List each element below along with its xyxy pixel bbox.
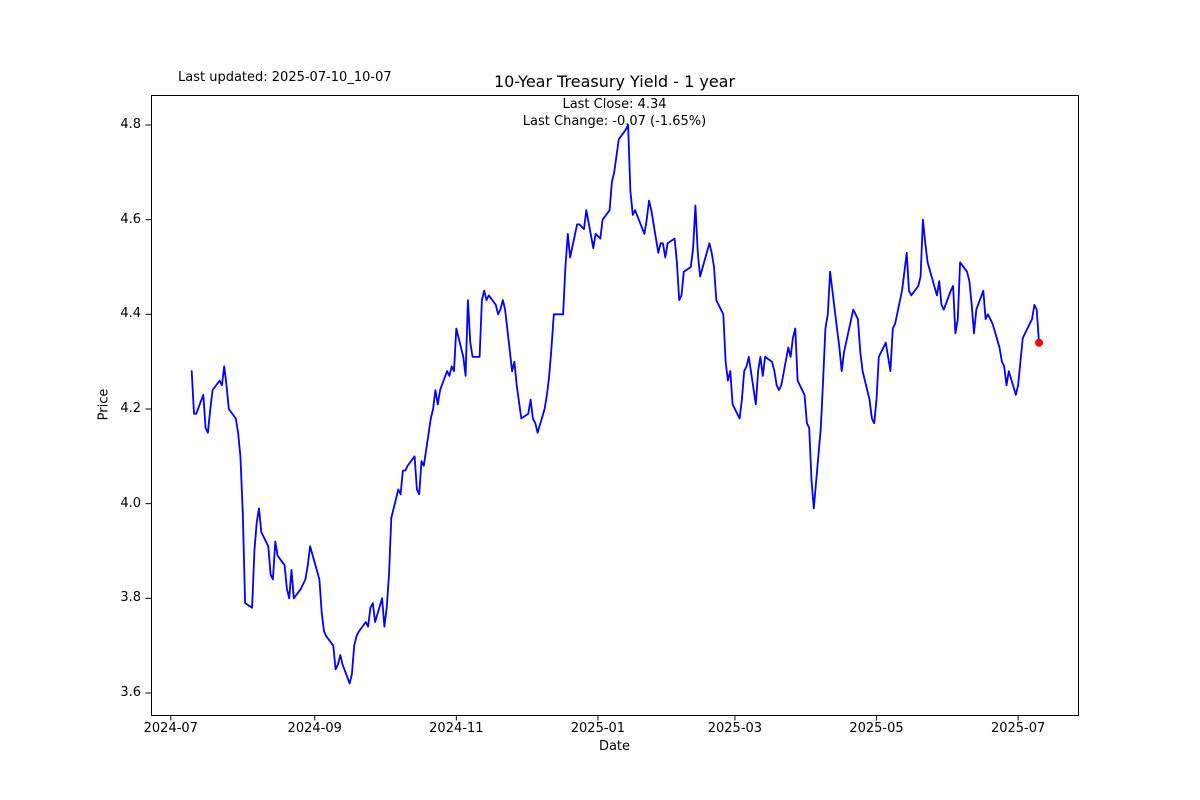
y-tick-label: 4.8 <box>120 117 141 132</box>
last-change-annotation: Last Change: -0.07 (-1.65%) <box>522 114 707 129</box>
chart-title: 10-Year Treasury Yield - 1 year <box>493 72 736 91</box>
y-tick-label: 4.4 <box>120 306 141 322</box>
x-tick-label: 2024-07 <box>143 721 198 736</box>
last-close-marker <box>1035 338 1043 347</box>
y-tick-label: 3.8 <box>120 590 141 606</box>
y-tick-label: 4.6 <box>120 211 141 227</box>
y-tick-label: 4.0 <box>120 495 141 511</box>
last-updated-label: Last updated: 2025-07-10_10-07 <box>178 70 392 85</box>
y-tick-label: 4.2 <box>120 400 141 416</box>
x-tick-label: 2025-03 <box>707 721 763 736</box>
x-tick-label: 2025-07 <box>990 721 1046 736</box>
x-tick-label: 2025-05 <box>849 721 904 736</box>
yield-line <box>190 124 1040 685</box>
x-tick-label: 2025-01 <box>570 721 626 736</box>
x-tick-label: 2024-09 <box>287 721 342 736</box>
x-axis-label: Date <box>598 739 631 754</box>
plot-area <box>151 95 1079 716</box>
y-tick-label: 3.6 <box>120 684 141 700</box>
x-tick-label: 2024-11 <box>429 721 484 736</box>
last-close-annotation: Last Close: 4.34 <box>562 97 667 112</box>
